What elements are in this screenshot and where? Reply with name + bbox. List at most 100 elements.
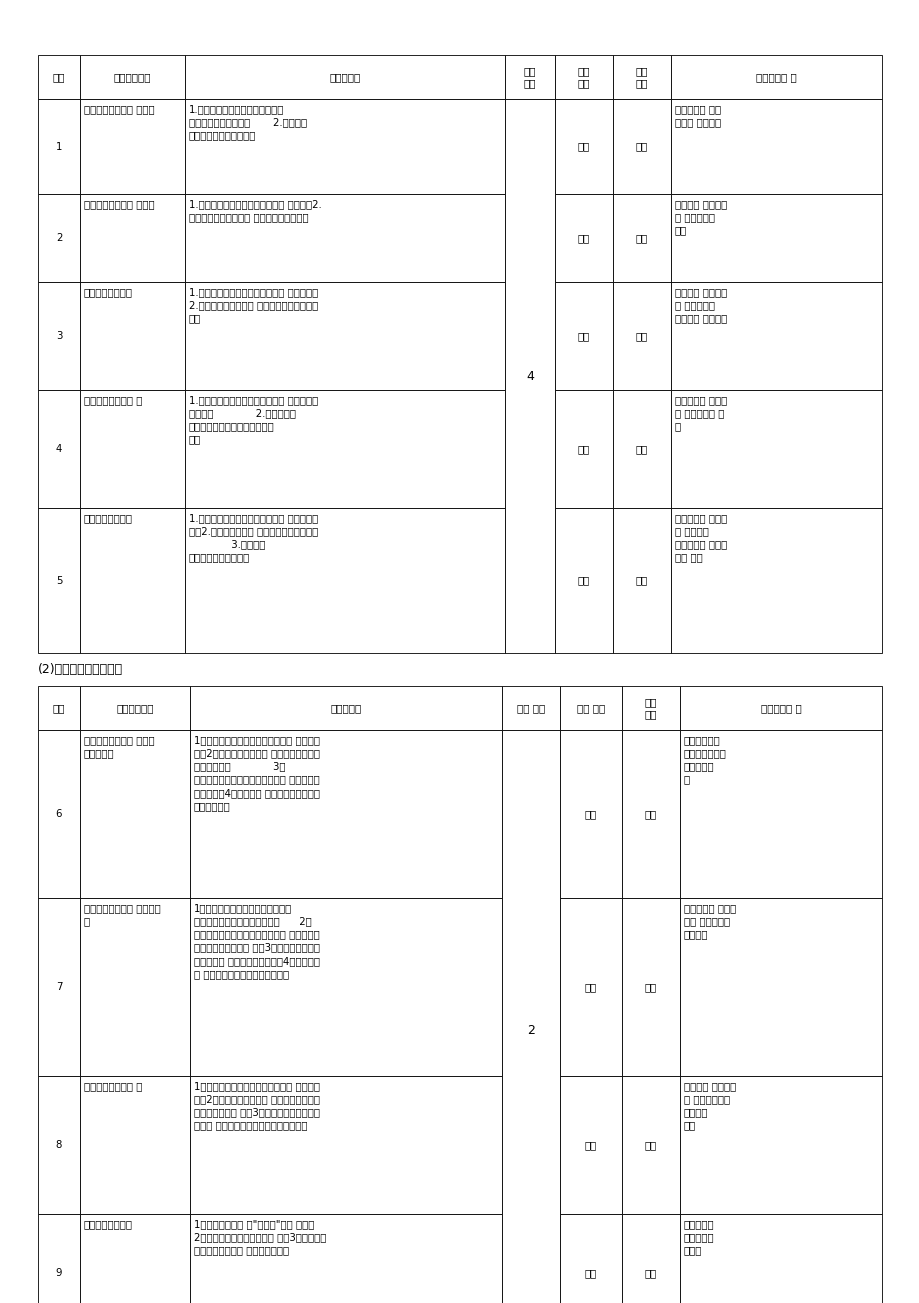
Text: 实验
类型: 实验 类型 — [577, 65, 590, 89]
Text: 1.明确水泥标准稠度用水量的概念 和作用；2.
掌握水泥标准稠度用水 量的试验测定方法。: 1.明确水泥标准稠度用水量的概念 和作用；2. 掌握水泥标准稠度用水 量的试验测… — [188, 199, 322, 223]
Bar — [190, 685, 502, 730]
Text: 主要仪器设 备: 主要仪器设 备 — [760, 704, 800, 713]
Bar — [38, 508, 80, 653]
Text: 实验项目名称: 实验项目名称 — [116, 704, 153, 713]
Bar — [185, 390, 505, 508]
Bar — [612, 194, 670, 281]
Bar — [670, 55, 881, 99]
Bar — [670, 508, 881, 653]
Bar — [560, 730, 621, 898]
Bar — [38, 55, 80, 99]
Text: 必修: 必修 — [644, 809, 656, 820]
Bar — [185, 508, 505, 653]
Bar — [190, 1214, 502, 1303]
Text: 必修: 必修 — [635, 444, 647, 453]
Text: 2: 2 — [527, 1024, 534, 1037]
Text: 标准筛、天 平、针
状规 准仪、片状
规准仪等: 标准筛、天 平、针 状规 准仪、片状 规准仪等 — [683, 903, 735, 939]
Text: 3: 3 — [56, 331, 62, 341]
Bar — [621, 898, 679, 1076]
Text: 1.明确水泥强度、强度等级的概念 及其相互关
系；2.掌握水泥抗折与 抗压强度的试验方法；
             3.掌握水泥
强度等级的确定方法。: 1.明确水泥强度、强度等级的概念 及其相互关 系；2.掌握水泥抗折与 抗压强度的… — [188, 513, 318, 563]
Bar — [80, 730, 190, 898]
Bar — [80, 194, 185, 281]
Text: 必修: 必修 — [635, 331, 647, 341]
Text: 集料含泥量的试验: 集料含泥量的试验 — [84, 1220, 133, 1229]
Text: 水泥胶砂搅 拌机、
试 模、振实
台、抗折与 抗压强
度试 验机: 水泥胶砂搅 拌机、 试 模、振实 台、抗折与 抗压强 度试 验机 — [675, 513, 726, 563]
Bar — [505, 99, 554, 653]
Text: 验证: 验证 — [577, 331, 589, 341]
Text: 水泥胶砂强度试验: 水泥胶砂强度试验 — [84, 513, 133, 523]
Bar — [38, 898, 80, 1076]
Text: 标准维卡 仪、水泥
净 浆搅拌机、
天平: 标准维卡 仪、水泥 净 浆搅拌机、 天平 — [675, 199, 726, 236]
Bar — [612, 99, 670, 194]
Text: 内容与要求: 内容与要求 — [330, 704, 361, 713]
Bar — [502, 730, 560, 1303]
Text: (2)水泥混凝土部分实验: (2)水泥混凝土部分实验 — [38, 663, 123, 676]
Bar — [670, 99, 881, 194]
Text: 必修: 必修 — [635, 576, 647, 585]
Bar — [190, 898, 502, 1076]
Bar — [670, 281, 881, 390]
Bar — [505, 55, 554, 99]
Bar — [560, 898, 621, 1076]
Bar — [554, 99, 612, 194]
Bar — [679, 898, 881, 1076]
Text: 1、理解集料中的 泥"和泥块"是指 什么。
2、掌握集料含泥量的试验方 法。3、了解针集
料中含泥量超标时 对工程的危害。: 1、理解集料中的 泥"和泥块"是指 什么。 2、掌握集料含泥量的试验方 法。3、… — [194, 1220, 326, 1255]
Text: 5: 5 — [56, 576, 62, 585]
Text: 实验
要求: 实验 要求 — [644, 697, 656, 719]
Bar — [612, 281, 670, 390]
Bar — [560, 1214, 621, 1303]
Bar — [679, 1076, 881, 1214]
Text: 水泥标准稠度用水 量试验: 水泥标准稠度用水 量试验 — [84, 199, 154, 208]
Text: 验证: 验证 — [584, 1140, 596, 1151]
Bar — [80, 1076, 190, 1214]
Text: 粗集料针、片状颗 粒含量试
验: 粗集料针、片状颗 粒含量试 验 — [84, 903, 161, 926]
Bar — [38, 1076, 80, 1214]
Bar — [502, 685, 560, 730]
Bar — [612, 508, 670, 653]
Text: 必修: 必修 — [644, 1268, 656, 1278]
Bar — [679, 730, 881, 898]
Text: 万能压力 机、压碎
指 标测定仪、标
准筛、天
平等: 万能压力 机、压碎 指 标测定仪、标 准筛、天 平等 — [683, 1081, 735, 1131]
Bar — [38, 1214, 80, 1303]
Bar — [38, 730, 80, 898]
Text: 石灰氧化钙含量测 定试验: 石灰氧化钙含量测 定试验 — [84, 104, 154, 113]
Bar — [185, 281, 505, 390]
Bar — [185, 55, 505, 99]
Bar — [621, 730, 679, 898]
Text: 1、理解粗、细集料表观密度和松装 密度的概
念。2、掌握粗、细集料表 观密度和松装密度
的测定方法。             3、
学会用粗、细集料的密度计算空: 1、理解粗、细集料表观密度和松装 密度的概 念。2、掌握粗、细集料表 观密度和松… — [194, 735, 320, 810]
Bar — [612, 55, 670, 99]
Bar — [38, 685, 80, 730]
Text: 序号: 序号 — [52, 72, 65, 82]
Bar — [612, 390, 670, 508]
Bar — [80, 55, 185, 99]
Text: 6: 6 — [56, 809, 62, 820]
Bar — [670, 194, 881, 281]
Text: 标准维卡 仪、水泥
净 浆搅拌机、
湿气养护 箱、天平: 标准维卡 仪、水泥 净 浆搅拌机、 湿气养护 箱、天平 — [675, 287, 726, 323]
Text: 粗、细集料表观密 度、松
装密度试验: 粗、细集料表观密 度、松 装密度试验 — [84, 735, 154, 758]
Bar — [80, 898, 190, 1076]
Text: 1、使学生理解测定粗集料压碎指标 试验的目
的。2、学会万能压力机的 使用方法，尤其是
加载速度如何控 制。3、掌握压碎指标的计算
方法， 并能根据规范判定集料: 1、使学生理解测定粗集料压碎指标 试验的目 的。2、学会万能压力机的 使用方法，… — [194, 1081, 320, 1131]
Bar — [621, 685, 679, 730]
Text: 验证: 验证 — [584, 982, 596, 992]
Text: 必修: 必修 — [644, 1140, 656, 1151]
Text: 验证: 验证 — [577, 444, 589, 453]
Text: 序号: 序号 — [52, 704, 65, 713]
Bar — [554, 194, 612, 281]
Text: 必修: 必修 — [635, 142, 647, 151]
Text: 综合: 综合 — [577, 576, 589, 585]
Text: 必修: 必修 — [644, 982, 656, 992]
Text: 综合: 综合 — [577, 142, 589, 151]
Bar — [670, 390, 881, 508]
Bar — [554, 55, 612, 99]
Bar — [554, 390, 612, 508]
Bar — [80, 390, 185, 508]
Text: 4: 4 — [526, 370, 533, 383]
Bar — [38, 194, 80, 281]
Bar — [621, 1076, 679, 1214]
Text: 实验 类型: 实验 类型 — [576, 704, 605, 713]
Text: 主要仪器设 备: 主要仪器设 备 — [755, 72, 796, 82]
Bar — [80, 281, 185, 390]
Text: 沸煮箱、雷 氏夹、
天 平、湿气养 护
箱: 沸煮箱、雷 氏夹、 天 平、湿气养 护 箱 — [675, 395, 726, 431]
Text: 综合: 综合 — [584, 1268, 596, 1278]
Text: 水泥体积安定性试 验: 水泥体积安定性试 验 — [84, 395, 142, 405]
